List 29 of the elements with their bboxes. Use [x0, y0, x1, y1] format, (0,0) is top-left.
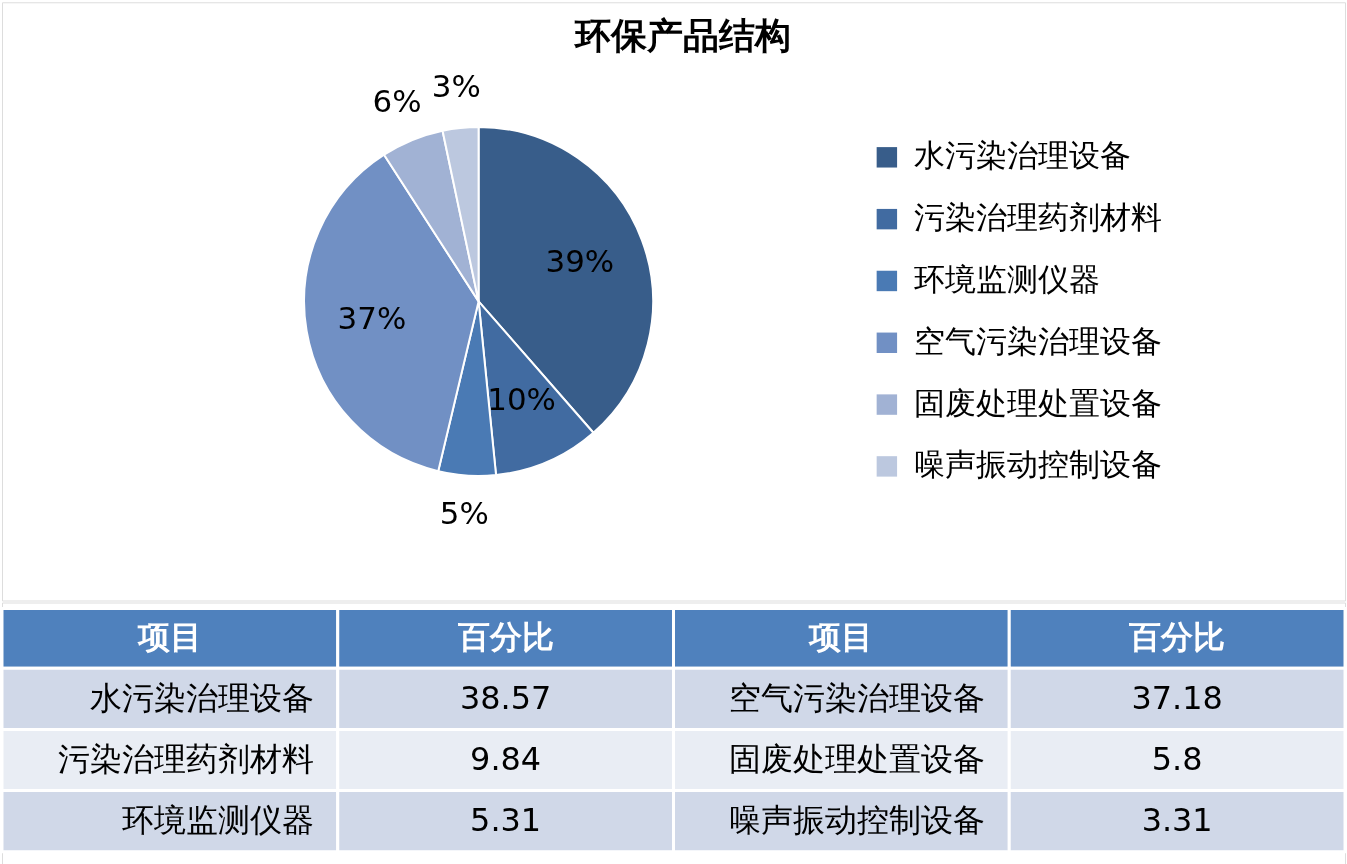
legend-label: 水污染治理设备 — [914, 137, 1132, 174]
legend-label: 噪声振动控制设备 — [914, 446, 1163, 483]
text: 项目 — [808, 618, 874, 657]
data-label: 5% — [439, 495, 489, 532]
legend-label: 环境监测仪器 — [914, 260, 1101, 297]
data-label: 10% — [487, 380, 556, 417]
category-label: 噪声振动控制设备 — [729, 801, 986, 840]
data-label: 5.8 — [1151, 739, 1203, 778]
category-label: 污染治理药剂材料 — [57, 739, 314, 778]
text: 百分比 — [456, 618, 554, 657]
data-label: 3.31 — [1141, 801, 1213, 840]
chart-title: 环保产品结构 — [573, 15, 792, 57]
data-label: 3% — [431, 68, 481, 105]
data-label: 37.18 — [1131, 678, 1223, 717]
data-label: 38.57 — [459, 678, 552, 717]
category-label: 水污染治理设备 — [89, 678, 314, 717]
legend-label: 固废处理处置设备 — [914, 384, 1163, 421]
data-label: 39% — [545, 243, 615, 280]
category-label: 空气污染治理设备 — [729, 678, 986, 717]
text: 项目 — [136, 618, 202, 657]
text: 百分比 — [1128, 618, 1226, 657]
data-label: 9.84 — [470, 739, 542, 778]
data-label: 5.31 — [470, 801, 542, 840]
legend-label: 污染治理药剂材料 — [914, 199, 1163, 236]
data-label: 6% — [372, 83, 422, 120]
category-label: 固废处理处置设备 — [729, 739, 986, 778]
legend-label: 空气污染治理设备 — [914, 322, 1163, 359]
category-label: 环境监测仪器 — [121, 801, 314, 840]
data-label: 37% — [337, 299, 407, 336]
